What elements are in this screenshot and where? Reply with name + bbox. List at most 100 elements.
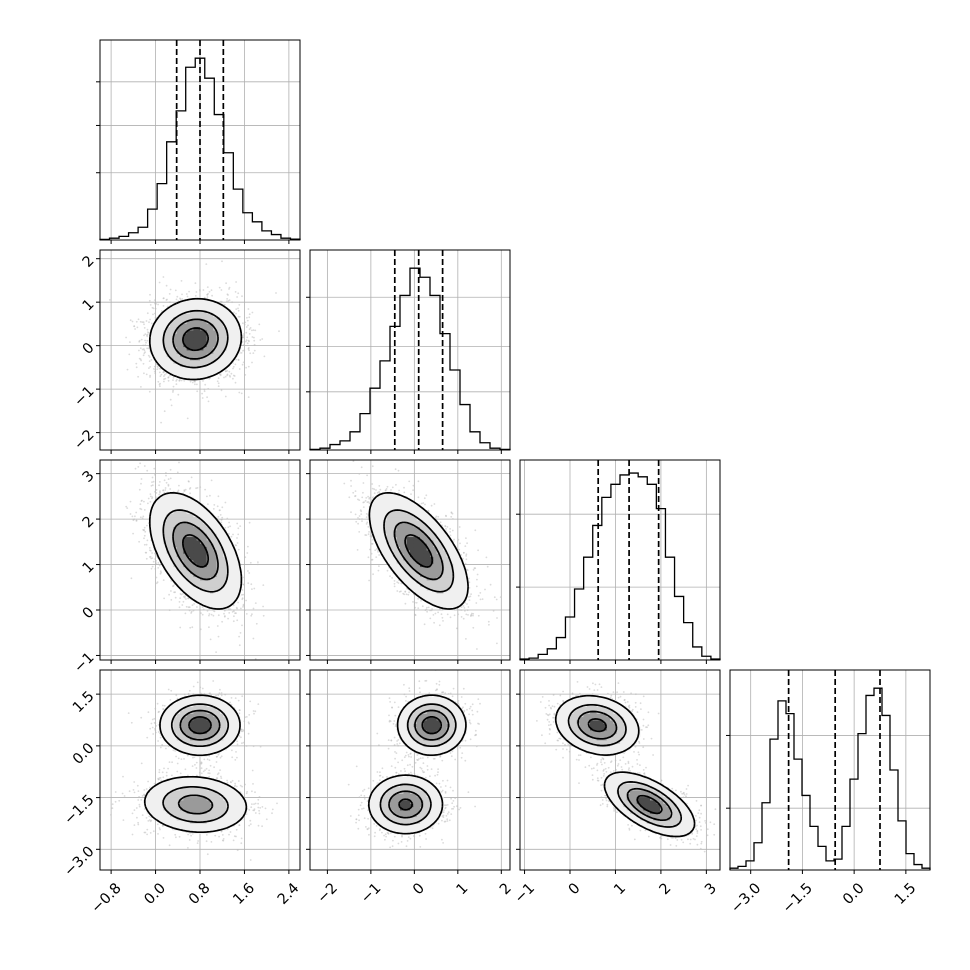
- sample-point: [225, 300, 228, 303]
- density-cell: [220, 350, 224, 354]
- density-cell: [233, 353, 238, 358]
- density-cell: [196, 353, 201, 358]
- density-cell: [203, 316, 208, 321]
- contour-level-0: [148, 297, 243, 381]
- sample-point: [134, 467, 137, 470]
- density-cell: [193, 313, 198, 318]
- hist-panel-p2: [516, 459, 721, 661]
- density-cell: [200, 323, 204, 328]
- density-cell: [213, 366, 218, 371]
- sample-point: [241, 340, 244, 343]
- sample-point: [139, 462, 142, 465]
- density-cell: [230, 340, 234, 344]
- density-cell: [186, 333, 191, 338]
- density-cell: [180, 360, 184, 364]
- sample-point: [158, 371, 161, 374]
- sample-point: [144, 333, 147, 335]
- sample-point: [142, 344, 145, 347]
- sample-point: [167, 379, 170, 382]
- density-cell: [200, 330, 204, 334]
- density-cell: [233, 320, 238, 324]
- sample-point: [140, 482, 142, 485]
- density-cell: [173, 353, 178, 358]
- sample-point: [206, 296, 209, 298]
- density-cell: [193, 343, 198, 348]
- density-cell: [160, 313, 164, 318]
- density-cell: [203, 326, 208, 331]
- sample-point: [237, 527, 240, 530]
- density-cell: [170, 363, 174, 368]
- sample-point: [148, 360, 151, 362]
- density-cell: [223, 343, 228, 348]
- sample-point: [157, 303, 160, 306]
- sample-point: [144, 530, 147, 533]
- density-cell: [170, 310, 174, 314]
- sample-point: [244, 321, 247, 324]
- density-cell: [166, 343, 171, 348]
- density-cell: [230, 320, 234, 324]
- density-cell: [210, 320, 214, 324]
- sample-point: [139, 516, 142, 519]
- sample-point: [242, 336, 245, 339]
- sample-point: [203, 390, 206, 393]
- density-cell: [210, 346, 214, 351]
- sample-point: [192, 609, 195, 612]
- density-cell: [220, 360, 224, 364]
- sample-point: [241, 363, 244, 366]
- density-cell: [163, 363, 168, 368]
- sample-point: [144, 339, 147, 342]
- density-cell: [150, 340, 154, 344]
- sample-point: [203, 296, 206, 299]
- sample-point: [221, 516, 224, 519]
- density-cell: [206, 346, 211, 351]
- density-cell: [160, 340, 164, 344]
- sample-point: [242, 334, 245, 337]
- sample-point: [164, 487, 167, 489]
- density-cell: [163, 323, 168, 328]
- density-cell: [173, 323, 178, 328]
- density-cell: [236, 340, 241, 344]
- density-cell: [183, 306, 188, 311]
- density-cell: [203, 350, 208, 354]
- density-cell: [210, 366, 214, 371]
- sample-point: [241, 598, 244, 601]
- density-cell: [176, 363, 181, 368]
- sample-point: [261, 338, 264, 340]
- sample-point: [154, 558, 157, 560]
- sample-point: [229, 525, 232, 528]
- sample-point: [150, 359, 153, 361]
- density-cell: [220, 306, 224, 311]
- histogram-p3: [729, 687, 931, 870]
- density-cell: [160, 333, 164, 338]
- sample-point: [220, 289, 223, 291]
- density-cell: [183, 373, 188, 378]
- sample-point: [160, 373, 163, 376]
- density-cell: [183, 346, 188, 351]
- sample-point: [175, 298, 178, 301]
- density-cell: [210, 330, 214, 334]
- density-cell: [226, 333, 231, 338]
- density-cell: [226, 340, 231, 344]
- density-cell: [193, 353, 198, 358]
- density-cell: [163, 353, 168, 358]
- density-cell: [190, 313, 194, 318]
- sample-point: [181, 293, 183, 296]
- sample-point: [188, 488, 191, 490]
- hist-panel-p1: [306, 249, 511, 451]
- density-cell: [190, 330, 194, 334]
- sample-point: [248, 340, 250, 343]
- density-cell: [226, 316, 231, 321]
- density-cell: [233, 350, 238, 354]
- sample-point: [262, 584, 265, 586]
- sample-point: [252, 329, 255, 331]
- density-cell: [190, 373, 194, 378]
- sample-point: [164, 377, 167, 380]
- density-cell: [216, 343, 221, 348]
- density-cell: [220, 363, 224, 368]
- sample-point: [151, 484, 154, 487]
- sample-point: [178, 606, 181, 609]
- sample-point: [213, 504, 216, 506]
- sample-point: [146, 347, 149, 350]
- sample-point: [167, 478, 170, 480]
